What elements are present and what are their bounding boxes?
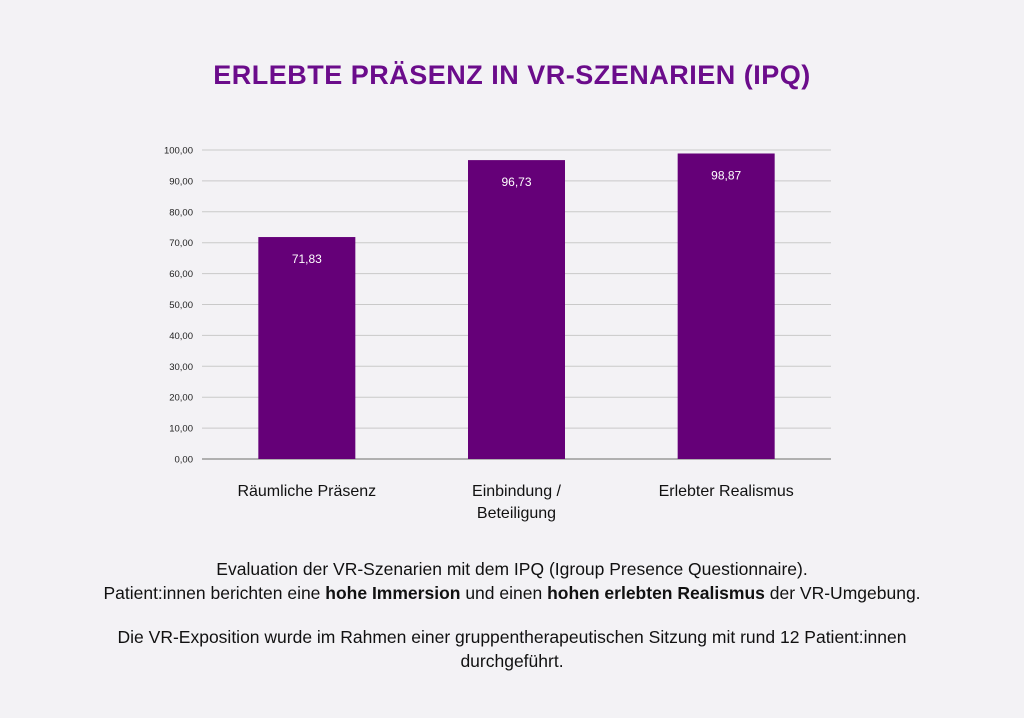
bar bbox=[677, 153, 775, 459]
y-tick-label: 40,00 bbox=[169, 331, 193, 342]
x-category-label: Einbindung / Beteiligung bbox=[427, 481, 607, 525]
caption-line-2: Patient:innen berichten eine hohe Immers… bbox=[0, 581, 1024, 605]
caption-text: der VR-Umgebung. bbox=[764, 583, 921, 603]
y-tick-label: 70,00 bbox=[169, 238, 193, 249]
data-label: 71,83 bbox=[292, 252, 322, 266]
caption-line-4: durchgeführt. bbox=[460, 651, 564, 671]
caption-emphasis: hohe Immersion bbox=[325, 583, 461, 603]
y-tick-label: 90,00 bbox=[169, 176, 193, 187]
caption-text: und einen bbox=[460, 583, 548, 603]
bar bbox=[258, 237, 356, 459]
data-label: 98,87 bbox=[711, 168, 741, 182]
x-category-label: Räumliche Präsenz bbox=[217, 481, 397, 503]
caption-emphasis: hohen erlebten Realismus bbox=[547, 583, 765, 603]
caption-line-3: Die VR-Exposition wurde im Rahmen einer … bbox=[117, 627, 907, 647]
y-tick-label: 30,00 bbox=[169, 362, 193, 373]
x-category-label-line: Beteiligung bbox=[476, 505, 557, 522]
x-category-label-line: Räumliche Präsenz bbox=[237, 483, 377, 500]
y-tick-label: 100,00 bbox=[164, 146, 193, 157]
y-tick-label: 80,00 bbox=[169, 207, 193, 218]
x-category-label-line: Einbindung / bbox=[472, 483, 561, 500]
bar bbox=[468, 160, 565, 459]
y-tick-label: 60,00 bbox=[169, 269, 193, 280]
caption-text: Patient:innen berichten eine bbox=[103, 583, 326, 603]
data-label: 96,73 bbox=[501, 175, 531, 189]
chart-title: ERLEBTE PRÄSENZ IN VR-SZENARIEN (IPQ) bbox=[213, 60, 811, 90]
y-tick-label: 20,00 bbox=[169, 393, 193, 404]
y-tick-label: 50,00 bbox=[169, 300, 193, 311]
x-category-label: Erlebter Realismus bbox=[636, 481, 816, 503]
caption-line-1: Evaluation der VR-Szenarien mit dem IPQ … bbox=[216, 559, 808, 579]
y-tick-label: 0,00 bbox=[175, 455, 194, 466]
x-category-label-line: Erlebter Realismus bbox=[658, 483, 794, 500]
y-tick-label: 10,00 bbox=[169, 424, 193, 435]
